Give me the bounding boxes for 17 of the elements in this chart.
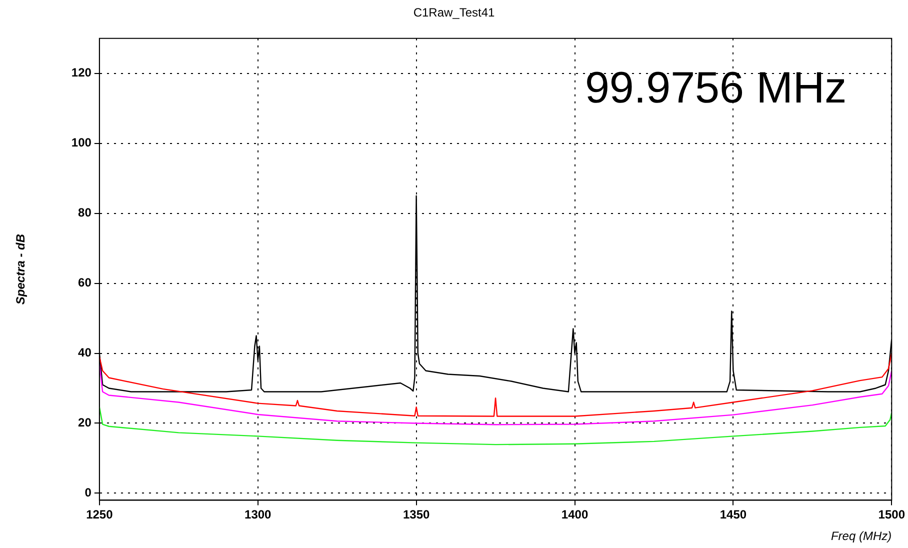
- x-axis-title: Freq (MHz): [830, 529, 892, 544]
- chart-title: C1Raw_Test41: [413, 6, 496, 20]
- y-tick-label: 120: [71, 66, 92, 80]
- y-tick-label: 100: [71, 136, 92, 150]
- y-tick-label: 0: [84, 486, 92, 500]
- x-tick-label: 1300: [244, 508, 272, 522]
- y-tick-label: 20: [78, 416, 92, 430]
- x-tick-label: 1250: [86, 508, 114, 522]
- annotation: 99.9756 MHz: [584, 64, 847, 113]
- y-tick-label: 40: [78, 346, 92, 360]
- x-tick-label: 1450: [720, 508, 747, 522]
- x-tick-label: 1350: [402, 508, 430, 522]
- y-tick-label: 60: [78, 276, 92, 290]
- y-tick-label: 80: [78, 206, 92, 220]
- x-tick-label: 1500: [878, 508, 906, 522]
- x-tick-label: 1400: [561, 508, 588, 522]
- y-axis-title: Spectra - dB: [14, 234, 28, 305]
